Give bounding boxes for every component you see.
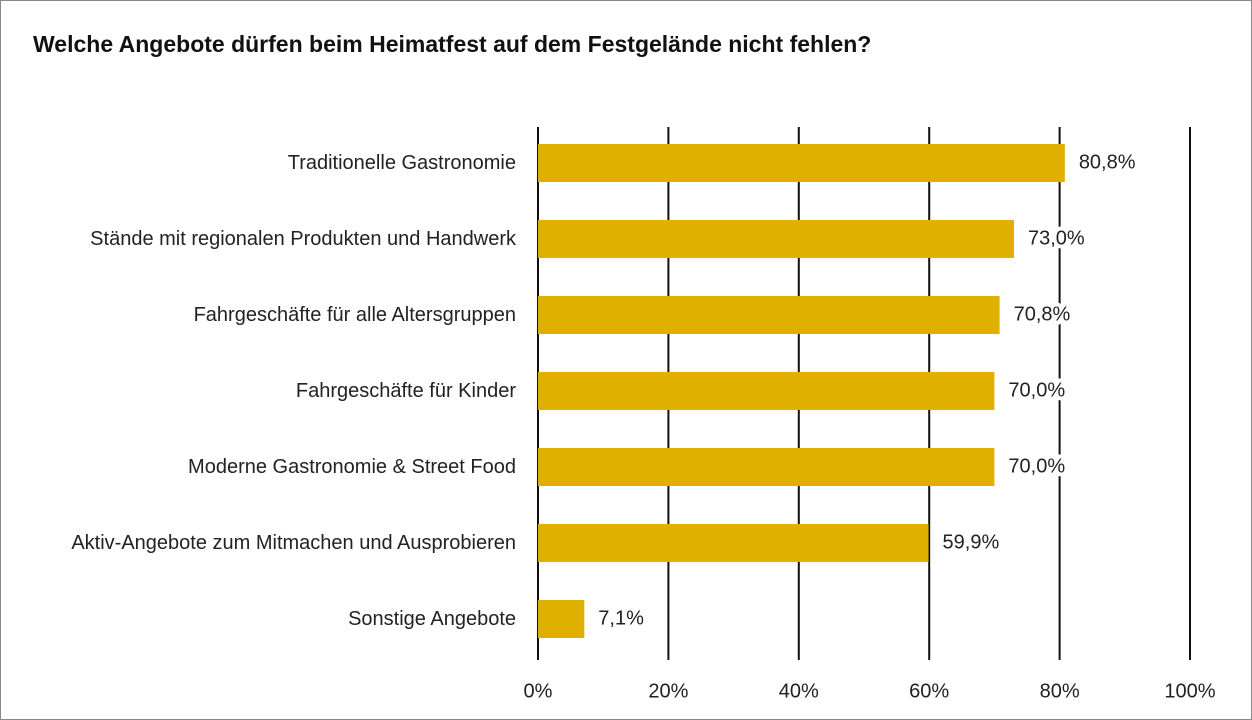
y-tick-label: Stände mit regionalen Produkten und Hand… — [90, 228, 516, 250]
value-label: 70,8% — [1014, 303, 1071, 325]
x-tick-label: 0% — [524, 680, 553, 702]
y-tick-label: Moderne Gastronomie & Street Food — [188, 456, 516, 478]
y-tick-label: Fahrgeschäfte für Kinder — [295, 380, 516, 402]
x-tick-label: 80% — [1040, 680, 1080, 702]
x-tick-label: 20% — [648, 680, 688, 702]
value-label: 80,8% — [1079, 151, 1136, 173]
y-tick-label: Aktiv-Angebote zum Mitmachen und Ausprob… — [71, 532, 516, 554]
bar — [538, 220, 1014, 258]
value-label: 7,1% — [598, 607, 644, 629]
x-tick-label: 100% — [1164, 680, 1215, 702]
bar — [538, 372, 995, 410]
value-label: 70,0% — [1008, 455, 1065, 477]
bar — [538, 600, 585, 638]
bar — [538, 144, 1065, 182]
bar — [538, 524, 929, 562]
bar — [538, 296, 1000, 334]
y-tick-label: Sonstige Angebote — [348, 608, 516, 630]
x-tick-label: 40% — [779, 680, 819, 702]
value-label: 73,0% — [1028, 227, 1085, 249]
bar — [538, 448, 995, 486]
y-tick-label: Fahrgeschäfte für alle Altersgruppen — [193, 304, 516, 326]
chart-title: Welche Angebote dürfen beim Heimatfest a… — [33, 31, 872, 57]
value-label: 59,9% — [943, 531, 1000, 553]
x-tick-label: 60% — [909, 680, 949, 702]
value-label: 70,0% — [1008, 379, 1065, 401]
y-tick-label: Traditionelle Gastronomie — [287, 152, 516, 174]
